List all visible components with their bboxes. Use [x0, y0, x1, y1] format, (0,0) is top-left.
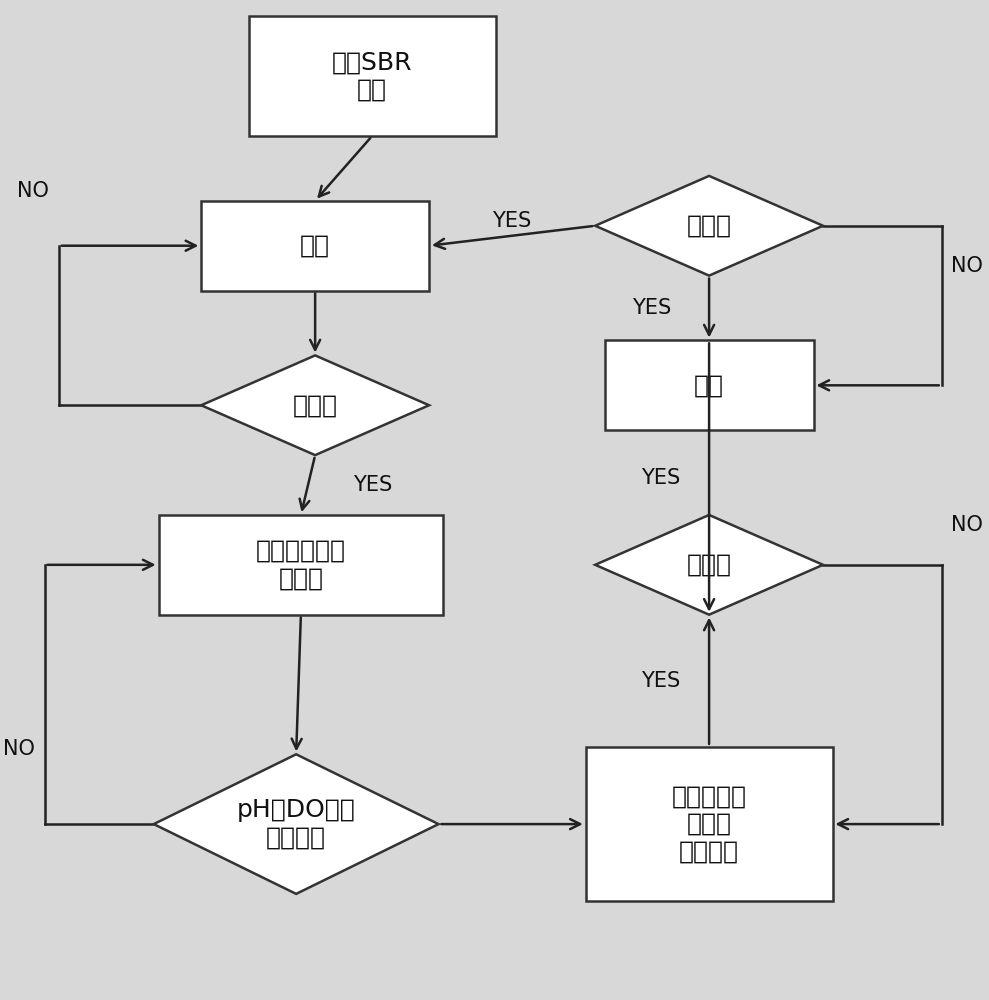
Text: 第二SBR
启动: 第二SBR 启动: [332, 50, 412, 102]
Text: 开始搅拌和曝
气搅拌: 开始搅拌和曝 气搅拌: [256, 539, 346, 591]
Text: 时间到: 时间到: [686, 214, 732, 238]
Polygon shape: [201, 355, 429, 455]
Text: 时间到: 时间到: [293, 393, 337, 417]
FancyBboxPatch shape: [158, 515, 443, 615]
Polygon shape: [595, 515, 823, 615]
Text: NO: NO: [951, 515, 983, 535]
Text: NO: NO: [3, 739, 35, 759]
Text: 进水: 进水: [300, 234, 330, 258]
Text: YES: YES: [353, 475, 393, 495]
Text: NO: NO: [951, 256, 983, 276]
Text: YES: YES: [641, 468, 680, 488]
Text: 排水: 排水: [694, 373, 724, 397]
FancyBboxPatch shape: [248, 16, 495, 136]
Text: YES: YES: [641, 671, 680, 691]
Polygon shape: [153, 754, 438, 894]
Text: YES: YES: [493, 211, 532, 231]
Text: pH和DO出现
上升拐点: pH和DO出现 上升拐点: [236, 798, 355, 850]
FancyBboxPatch shape: [201, 201, 429, 291]
Polygon shape: [595, 176, 823, 276]
Text: NO: NO: [18, 181, 49, 201]
Text: 停止搅拌和
曝气，
开始沉淀: 停止搅拌和 曝气， 开始沉淀: [672, 784, 747, 864]
FancyBboxPatch shape: [604, 340, 814, 430]
FancyBboxPatch shape: [585, 747, 833, 901]
Text: 时间到: 时间到: [686, 553, 732, 577]
Text: YES: YES: [632, 298, 672, 318]
